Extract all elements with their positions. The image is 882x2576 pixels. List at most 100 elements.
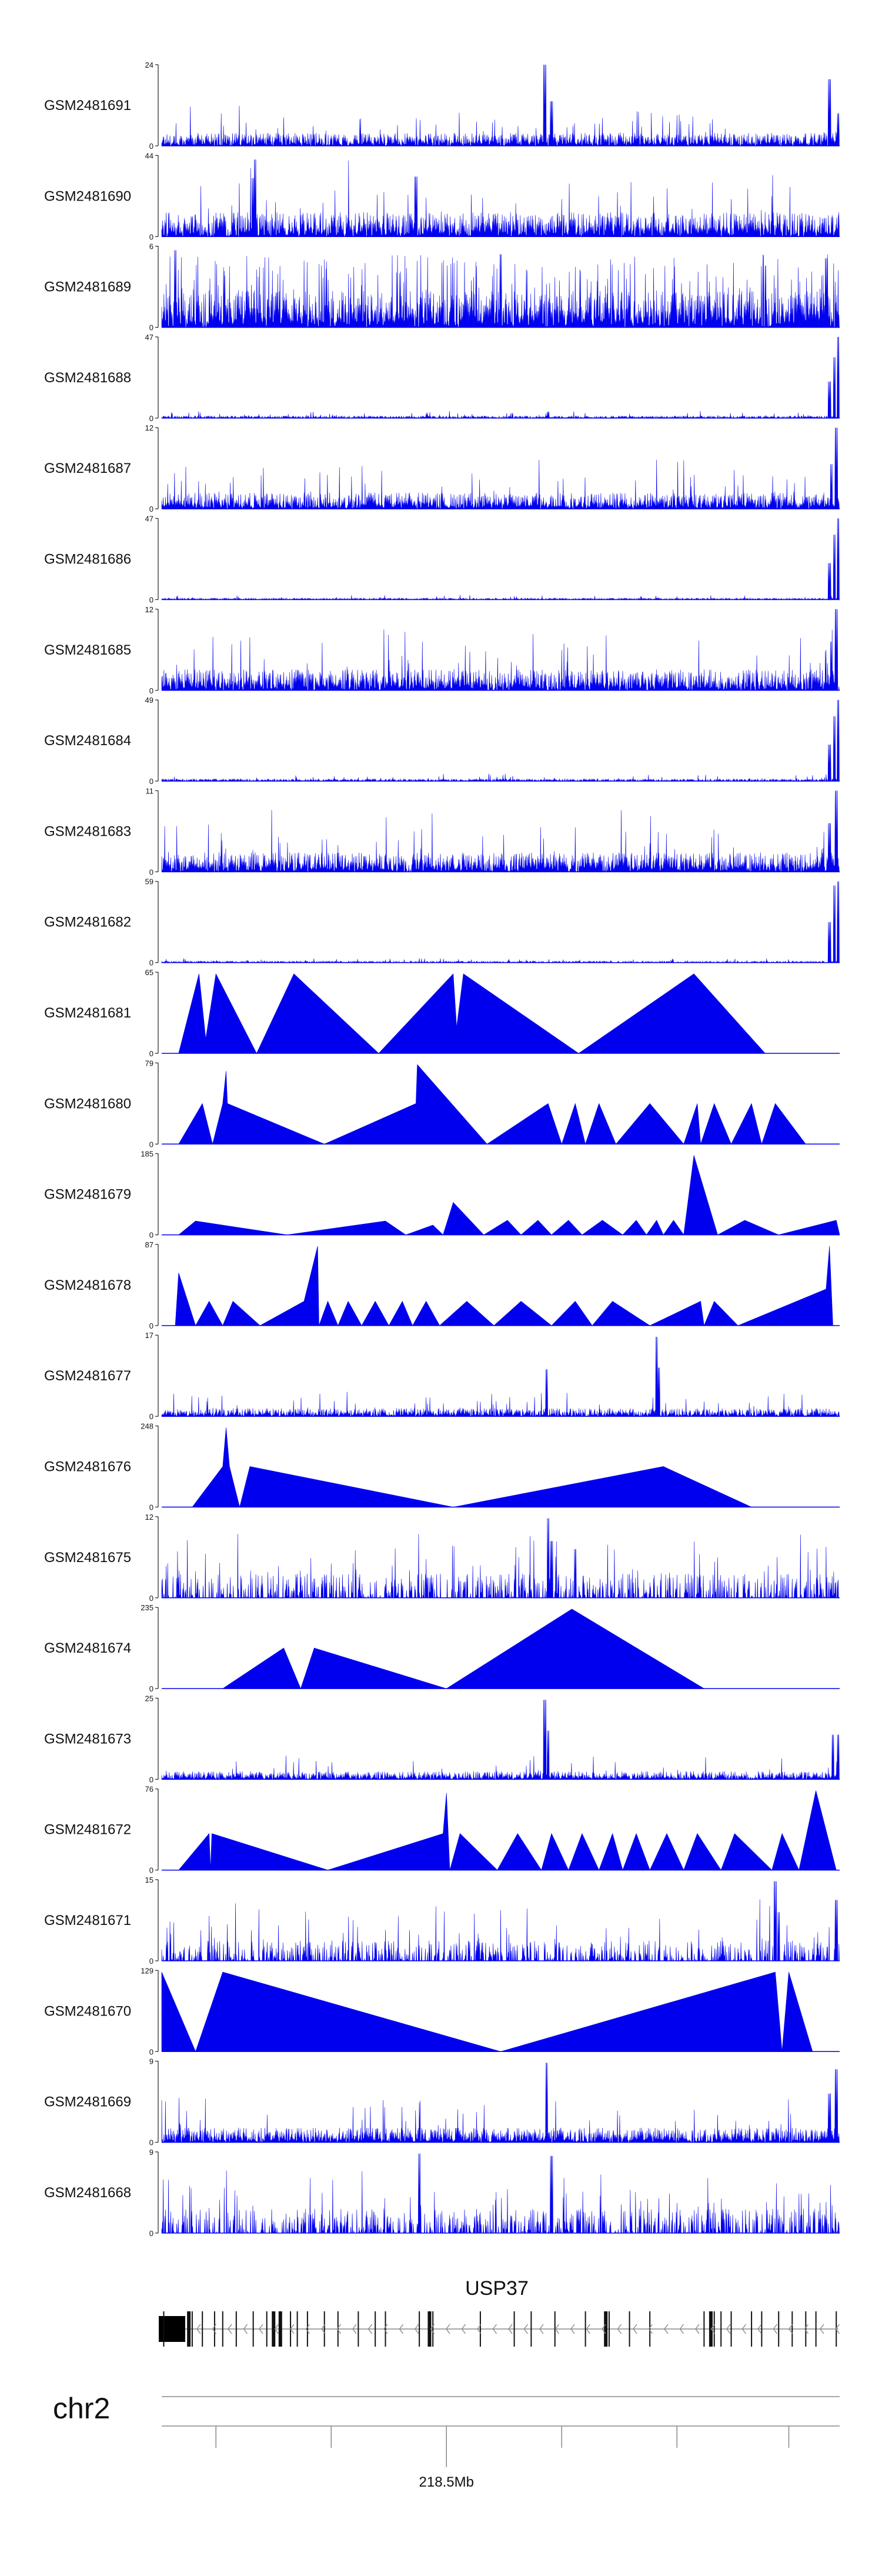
y-tick-label-min-gsm2481682: 0 (149, 959, 153, 967)
strand-arrow-icon (554, 2324, 560, 2334)
y-tick-label-max-gsm2481685: 12 (145, 605, 153, 614)
y-tick-label-max-gsm2481676: 248 (141, 1422, 153, 1431)
y-tick-label-max-gsm2481672: 76 (145, 1785, 153, 1794)
track-label-gsm2481676: GSM2481676 (44, 1459, 131, 1475)
strand-arrow-icon (508, 2324, 513, 2334)
y-tick-label-min-gsm2481671: 0 (149, 1957, 153, 1966)
track-label-gsm2481683: GSM2481683 (44, 823, 131, 839)
strand-arrow-icon (726, 2324, 731, 2334)
strand-arrow-icon (741, 2324, 747, 2334)
gene-exon-thick-3 (427, 2311, 432, 2347)
y-tick-label-max-gsm2481679: 185 (141, 1150, 153, 1159)
coverage-area-gsm2481676 (192, 1427, 752, 1507)
y-tick-label-min-gsm2481689: 0 (149, 323, 153, 332)
track-label-gsm2481672: GSM2481672 (44, 1822, 131, 1838)
y-tick-label-min-gsm2481691: 0 (149, 142, 153, 151)
track-label-gsm2481690: GSM2481690 (44, 188, 131, 204)
coverage-area-gsm2481682 (161, 881, 840, 963)
gene-exon-thick-1 (272, 2311, 276, 2347)
gene-exon-thick-0 (187, 2311, 191, 2347)
chromosome-label: chr2 (53, 2392, 110, 2425)
track-label-gsm2481688: GSM2481688 (44, 370, 131, 386)
strand-arrow-icon (804, 2324, 809, 2334)
track-label-gsm2481674: GSM2481674 (44, 1640, 131, 1656)
coverage-area-gsm2481683 (161, 790, 840, 873)
y-tick-label-min-gsm2481690: 0 (149, 232, 153, 241)
y-tick-label-min-gsm2481668: 0 (149, 2229, 153, 2238)
coverage-area-gsm2481671 (161, 1881, 840, 1962)
strand-arrow-icon (368, 2324, 373, 2334)
coverage-area-gsm2481686 (161, 518, 840, 600)
y-tick-label-min-gsm2481687: 0 (149, 505, 153, 513)
strand-arrow-icon (648, 2324, 653, 2334)
y-tick-label-max-gsm2481674: 235 (141, 1603, 153, 1612)
y-tick-label-min-gsm2481674: 0 (149, 1684, 153, 1693)
strand-arrow-icon (352, 2324, 357, 2334)
y-tick-label-max-gsm2481678: 87 (145, 1240, 153, 1249)
strand-arrow-icon (321, 2324, 326, 2334)
track-label-gsm2481668: GSM2481668 (44, 2185, 131, 2201)
track-label-gsm2481677: GSM2481677 (44, 1368, 131, 1384)
coverage-area-gsm2481689 (161, 250, 840, 328)
coverage-area-gsm2481672 (178, 1790, 837, 1871)
coverage-area-gsm2481681 (178, 973, 766, 1054)
strand-arrow-icon (212, 2324, 217, 2334)
y-tick-label-max-gsm2481683: 11 (146, 786, 154, 795)
track-label-gsm2481678: GSM2481678 (44, 1277, 131, 1293)
y-tick-label-min-gsm2481669: 0 (149, 2138, 153, 2147)
strand-arrow-icon (617, 2324, 622, 2334)
track-label-gsm2481675: GSM2481675 (44, 1550, 131, 1566)
track-label-gsm2481671: GSM2481671 (44, 1913, 131, 1928)
y-tick-label-max-gsm2481690: 44 (145, 151, 153, 160)
y-tick-label-min-gsm2481680: 0 (149, 1140, 153, 1149)
strand-arrow-icon (664, 2324, 669, 2334)
y-tick-label-min-gsm2481677: 0 (149, 1412, 153, 1421)
strand-arrow-icon (243, 2324, 248, 2334)
strand-arrow-icon (492, 2324, 497, 2334)
strand-arrow-icon (773, 2324, 778, 2334)
strand-arrow-icon (586, 2324, 591, 2334)
coverage-area-gsm2481685 (161, 609, 840, 691)
gene-exon-thick-2 (278, 2311, 282, 2347)
y-tick-label-max-gsm2481686: 47 (145, 515, 153, 523)
coverage-area-gsm2481669 (161, 2063, 840, 2143)
track-label-gsm2481681: GSM2481681 (44, 1005, 131, 1021)
strand-arrow-icon (523, 2324, 529, 2334)
track-label-gsm2481669: GSM2481669 (44, 2094, 131, 2110)
y-tick-label-min-gsm2481681: 0 (149, 1049, 153, 1058)
track-label-gsm2481670: GSM2481670 (44, 2003, 131, 2019)
y-tick-label-max-gsm2481680: 79 (145, 1059, 153, 1067)
gene-utr-block (159, 2316, 185, 2342)
strand-arrow-icon (602, 2324, 606, 2334)
strand-arrow-icon (336, 2324, 342, 2334)
y-tick-label-min-gsm2481684: 0 (149, 777, 153, 786)
y-tick-label-max-gsm2481684: 49 (145, 696, 153, 705)
coverage-area-gsm2481674 (222, 1609, 705, 1689)
track-label-gsm2481686: GSM2481686 (44, 552, 131, 568)
y-tick-label-min-gsm2481670: 0 (149, 2047, 153, 2056)
coverage-area-gsm2481670 (161, 1971, 813, 2053)
y-tick-label-min-gsm2481683: 0 (149, 867, 153, 876)
y-tick-label-max-gsm2481681: 65 (145, 968, 153, 977)
strand-arrow-icon (539, 2324, 544, 2334)
y-tick-label-max-gsm2481675: 12 (145, 1513, 153, 1521)
strand-arrow-icon (789, 2324, 793, 2334)
coverage-area-gsm2481691 (161, 64, 840, 147)
coverage-area-gsm2481687 (161, 428, 840, 510)
y-tick-label-max-gsm2481669: 9 (149, 2057, 153, 2066)
y-tick-label-max-gsm2481677: 17 (145, 1331, 153, 1340)
track-label-gsm2481684: GSM2481684 (44, 733, 131, 749)
y-tick-label-min-gsm2481675: 0 (149, 1594, 153, 1603)
y-tick-label-max-gsm2481668: 9 (149, 2148, 153, 2157)
genome-axis-tick-label: 218.5Mb (419, 2474, 474, 2490)
gene-exon-thick-4 (604, 2311, 608, 2347)
strand-arrow-icon (679, 2324, 684, 2334)
y-tick-label-max-gsm2481671: 15 (145, 1876, 153, 1884)
y-tick-label-max-gsm2481689: 6 (149, 242, 153, 251)
strand-arrow-icon (446, 2324, 450, 2334)
strand-arrow-icon (383, 2324, 388, 2334)
track-label-gsm2481680: GSM2481680 (44, 1096, 131, 1112)
y-tick-label-min-gsm2481686: 0 (149, 596, 153, 605)
y-tick-label-max-gsm2481682: 59 (145, 877, 153, 886)
